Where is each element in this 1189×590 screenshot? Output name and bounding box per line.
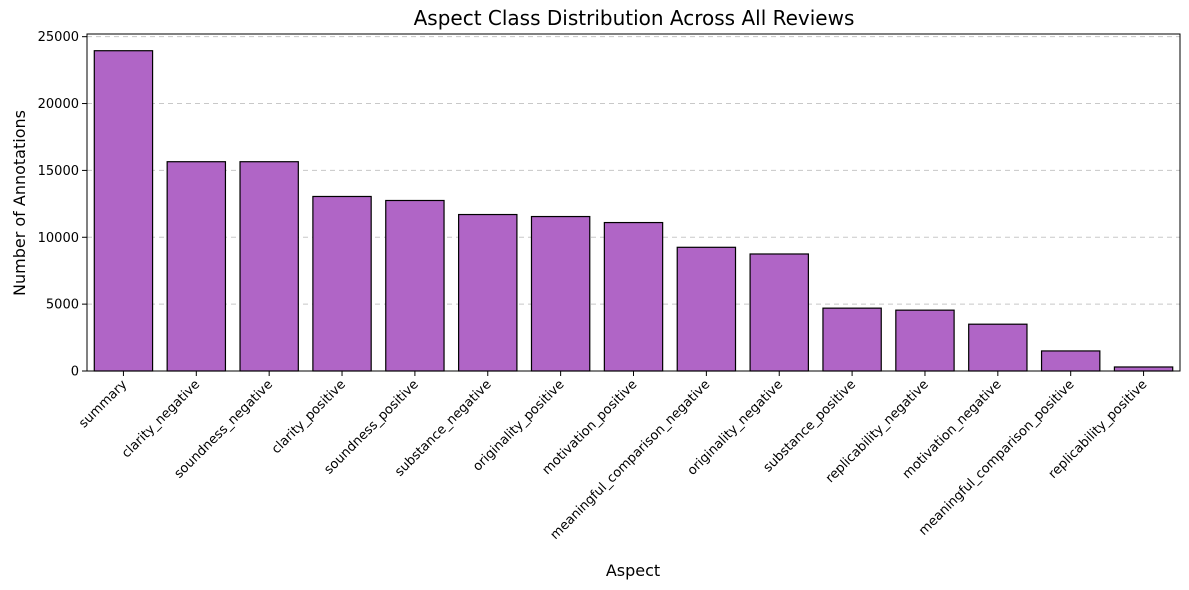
x-tick-label: summary <box>76 377 130 431</box>
y-tick-label: 20000 <box>38 97 79 112</box>
x-tick-label: clarity_negative <box>119 377 203 461</box>
bar-replicability_positive <box>1113 366 1174 372</box>
x-tick-label: meaningful_comparison_negative <box>548 377 714 543</box>
y-axis-ticks: 0 5000 10000 15000 20000 25000 <box>38 30 87 380</box>
bar-substance_positive <box>822 307 882 372</box>
bar-soundness_positive <box>385 199 445 372</box>
x-axis-label: Aspect <box>606 561 660 580</box>
bar-meaningful_comparison_positive <box>1040 350 1101 372</box>
x-tick-label: clarity_positive <box>269 377 349 457</box>
bar-summary <box>93 50 154 372</box>
bar-originality_negative <box>749 253 809 372</box>
y-tick-label: 0 <box>71 365 79 380</box>
bar-motivation_positive <box>603 221 664 372</box>
x-axis-ticks: summaryclarity_negativesoundness_negativ… <box>76 371 1150 543</box>
x-tick-label: meaningful_comparison_positive <box>916 377 1077 538</box>
y-tick-label: 15000 <box>38 164 79 179</box>
bar-meaningful_comparison_negative <box>676 246 737 372</box>
y-tick-label: 25000 <box>38 30 79 45</box>
bar-motivation_negative <box>968 323 1028 372</box>
bar-replicability_negative <box>895 309 955 372</box>
bar-clarity_positive <box>312 195 372 372</box>
chart-title: Aspect Class Distribution Across All Rev… <box>414 6 855 30</box>
y-tick-label: 5000 <box>46 298 79 313</box>
y-axis-label: Number of Annotations <box>10 110 29 296</box>
bar-soundness_negative <box>239 161 299 372</box>
bar-originality_positive <box>530 215 591 372</box>
bar-substance_negative <box>458 213 518 372</box>
bar-clarity_negative <box>166 161 227 372</box>
y-tick-label: 10000 <box>38 231 79 246</box>
bars <box>93 50 1174 372</box>
